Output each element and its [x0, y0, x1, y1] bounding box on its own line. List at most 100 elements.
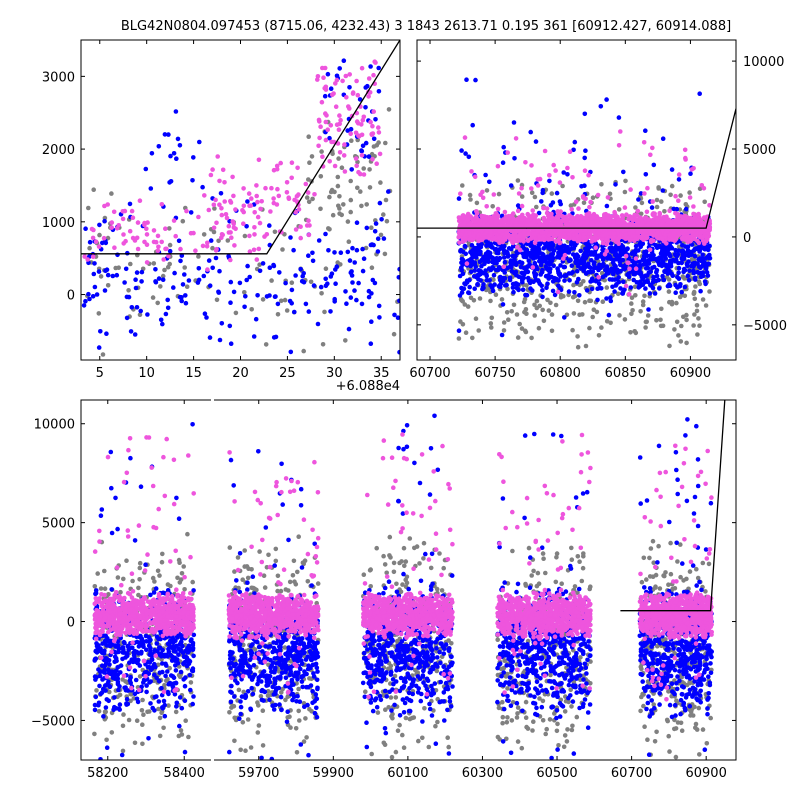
data-point [698, 230, 704, 236]
data-point [378, 232, 384, 238]
data-point [303, 181, 309, 187]
data-point [668, 220, 674, 226]
data-point [359, 152, 365, 158]
data-point [502, 283, 508, 288]
data-point [241, 209, 246, 215]
data-point [497, 283, 502, 288]
data-point [283, 280, 288, 286]
data-point [478, 278, 484, 283]
data-point [504, 310, 510, 315]
data-point [576, 261, 581, 267]
data-point [510, 281, 516, 287]
data-point [481, 270, 487, 276]
data-point [375, 236, 381, 241]
data-point [316, 238, 322, 243]
data-point [466, 154, 472, 160]
data-point [541, 215, 547, 221]
data-point [458, 249, 463, 254]
data-point [642, 191, 647, 196]
data-point [263, 342, 269, 347]
data-point [233, 310, 239, 316]
data-point [158, 317, 164, 323]
data-point [363, 245, 369, 251]
data-point [252, 232, 257, 237]
data-point [296, 192, 301, 197]
data-point [549, 258, 555, 264]
y-tick-label: 2000 [42, 143, 75, 158]
data-point [96, 345, 102, 350]
data-point [554, 190, 560, 196]
data-point [306, 177, 311, 182]
data-point [120, 723, 126, 729]
data-point [558, 240, 563, 245]
data-point [226, 223, 232, 229]
data-point [640, 299, 646, 304]
data-point [565, 172, 570, 177]
data-point [343, 289, 348, 294]
data-point [180, 282, 186, 287]
data-point [556, 223, 561, 229]
data-point [163, 226, 168, 231]
data-point [196, 214, 201, 220]
data-point [600, 247, 605, 253]
data-point [306, 232, 312, 238]
data-point [456, 196, 462, 201]
data-point [528, 215, 534, 221]
data-point [640, 226, 646, 232]
data-point [337, 206, 342, 211]
data-point [549, 312, 555, 317]
data-point [228, 300, 233, 306]
data-point [275, 312, 281, 317]
data-point [696, 240, 702, 246]
data-point [647, 221, 652, 226]
data-point [91, 271, 97, 277]
data-point [161, 725, 166, 731]
data-point [541, 252, 546, 257]
data-point [213, 255, 219, 261]
data-point [511, 302, 517, 308]
data-point [530, 265, 536, 270]
data-point [319, 149, 324, 154]
data-point [310, 196, 315, 202]
data-point [519, 194, 525, 199]
data-point [630, 250, 635, 255]
data-point [526, 258, 532, 264]
data-point [87, 296, 92, 302]
data-point [604, 97, 609, 102]
data-point [662, 209, 667, 214]
x-tick-label: 60900 [670, 366, 711, 381]
data-point [616, 275, 621, 280]
data-point [677, 220, 682, 225]
data-point [346, 326, 352, 332]
data-point [692, 312, 697, 317]
data-point [599, 236, 605, 242]
data-point [697, 91, 702, 96]
data-point [483, 254, 489, 260]
series-pink [82, 59, 383, 272]
data-point [591, 252, 596, 257]
data-point [649, 205, 655, 210]
data-point [90, 235, 96, 241]
data-point [367, 90, 373, 95]
data-point [537, 220, 542, 226]
data-point [697, 281, 703, 287]
data-point [501, 275, 506, 281]
data-point [563, 214, 568, 220]
data-point [698, 265, 703, 271]
data-point [233, 207, 238, 212]
data-point [348, 197, 354, 203]
data-point [494, 250, 500, 256]
data-point [612, 289, 617, 294]
data-point [260, 297, 266, 302]
data-point [94, 292, 100, 297]
data-point [347, 85, 352, 90]
data-point [377, 151, 383, 157]
data-point [683, 222, 688, 228]
data-point [183, 718, 188, 723]
data-point [650, 199, 655, 204]
data-point [137, 560, 143, 566]
data-point [483, 172, 488, 178]
data-point [669, 167, 675, 172]
data-point [322, 93, 328, 99]
data-point [102, 218, 107, 224]
